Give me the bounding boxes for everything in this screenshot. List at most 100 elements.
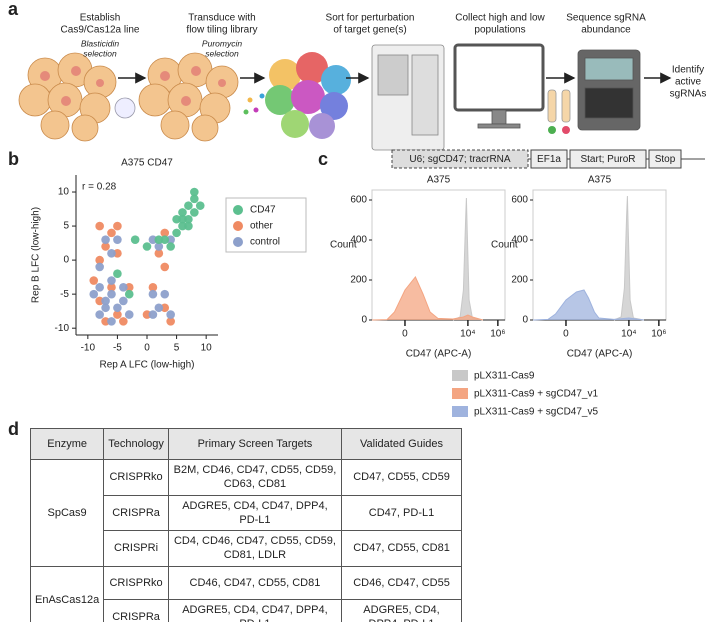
scatter-point bbox=[190, 194, 199, 204]
scatter-point bbox=[113, 303, 122, 313]
step-title: Collect high and low bbox=[455, 13, 545, 24]
scatter-point bbox=[148, 235, 158, 244]
scatter-point bbox=[154, 303, 164, 313]
scatter-point bbox=[101, 303, 110, 313]
table-cell: CRISPRko bbox=[103, 565, 169, 600]
x-tick-label: 0 bbox=[563, 329, 569, 340]
scatter-point bbox=[166, 242, 175, 251]
scatter-point bbox=[154, 248, 164, 258]
scatter-point bbox=[178, 208, 187, 217]
legend-label: control bbox=[250, 237, 280, 248]
enzyme-cell: SpCas9 bbox=[29, 459, 105, 567]
x-tick-label: 10⁶ bbox=[490, 329, 505, 340]
table-cell: CD4, CD46, CD47, CD55, CD59, CD81, LDLR bbox=[167, 530, 343, 567]
header-cell: Validated Guides bbox=[341, 428, 462, 460]
scatter-point bbox=[119, 283, 128, 292]
scatter-point bbox=[166, 310, 175, 319]
scatter-point bbox=[113, 221, 122, 231]
header-cell: Primary Screen Targets bbox=[167, 428, 343, 460]
x-axis-label: CD47 (APC-A) bbox=[406, 349, 472, 360]
step-title: active bbox=[675, 77, 702, 88]
scatter-point bbox=[101, 235, 110, 244]
step-title: of target gene(s) bbox=[333, 25, 406, 36]
scatter-point bbox=[95, 310, 104, 319]
legend-label: pLX311-Cas9 bbox=[474, 371, 535, 382]
scatter-point bbox=[95, 255, 104, 265]
table-cell: ADGRE5, CD4, DPP4, PD-L1 bbox=[341, 598, 462, 622]
y-axis-label: Count bbox=[491, 240, 518, 251]
header-cell: Enzyme bbox=[29, 428, 105, 460]
scatter-point bbox=[95, 262, 104, 272]
scatter-point bbox=[154, 235, 164, 244]
table-cell: CRISPRa bbox=[103, 598, 169, 622]
step-title: Cas9/Cas12a line bbox=[61, 25, 140, 36]
scatter-point bbox=[101, 317, 110, 326]
scatter-point bbox=[148, 289, 158, 299]
table-header-row: Enzyme Technology Primary Screen Targets Va… bbox=[29, 428, 462, 460]
table-row: SpCas9 CRISPRko B2M, CD46, CD47, CD55, CD5… bbox=[29, 459, 462, 567]
table-cell: ADGRE5, CD4, CD47, DPP4, PD-L1 bbox=[167, 494, 343, 532]
scatter-point bbox=[160, 262, 170, 272]
scatter-point bbox=[107, 228, 116, 238]
step-note: Puromycin bbox=[202, 38, 242, 48]
scatter-point bbox=[89, 276, 99, 285]
legend-marker bbox=[233, 237, 243, 247]
table-cell: CRISPRa bbox=[103, 494, 169, 532]
scatter-point bbox=[107, 276, 116, 285]
table-row: CRISPRa ADGRE5, CD4, CD47, DPP4, PD-L1 CD4… bbox=[31, 494, 462, 532]
scatter-point bbox=[172, 214, 181, 224]
legend-swatch bbox=[452, 370, 468, 381]
y-tick-label: 200 bbox=[350, 275, 367, 286]
scatter-point bbox=[95, 296, 104, 306]
chart-title: A375 bbox=[427, 175, 451, 186]
y-tick-label: 600 bbox=[511, 195, 528, 206]
scatter-point bbox=[184, 221, 193, 231]
scatter-point bbox=[89, 289, 99, 299]
scatter-point bbox=[148, 283, 158, 292]
scatter-point bbox=[113, 248, 122, 258]
construct-element bbox=[530, 149, 568, 169]
table-cell: CRISPRi bbox=[103, 530, 169, 567]
scatter-point bbox=[172, 228, 181, 238]
plot-frame bbox=[532, 189, 667, 321]
step-note: selection bbox=[83, 48, 117, 58]
construct-label: U6; sgCD47; tracrRNA bbox=[409, 154, 510, 165]
scatter-point bbox=[107, 248, 116, 258]
legend-swatch bbox=[452, 388, 468, 399]
scatter-point bbox=[107, 283, 116, 292]
panel-label: b bbox=[8, 149, 19, 169]
step-title: sgRNAs bbox=[670, 89, 707, 100]
step-title: Transduce with bbox=[188, 13, 255, 24]
scatter-point bbox=[113, 269, 122, 279]
legend-marker bbox=[233, 205, 243, 215]
x-axis-label: Rep A LFC (low-high) bbox=[99, 360, 194, 371]
scatter-point bbox=[160, 235, 170, 244]
panel-label: d bbox=[8, 419, 19, 439]
enzyme-cell: EnAsCas12a bbox=[29, 565, 105, 622]
table-cell: CRISPRko bbox=[103, 459, 169, 496]
table-cell: CD46, CD47, CD55, CD81 bbox=[167, 565, 343, 600]
y-tick-label: 0 bbox=[522, 315, 528, 326]
y-tick-label: 600 bbox=[350, 195, 367, 206]
y-tick-label: 200 bbox=[511, 275, 528, 286]
x-tick-label: -5 bbox=[113, 343, 122, 354]
construct-element bbox=[391, 149, 529, 169]
plot-frame bbox=[371, 189, 506, 321]
x-tick-label: 10 bbox=[201, 343, 213, 354]
y-tick-label: 10 bbox=[58, 187, 70, 198]
density-area bbox=[613, 195, 644, 321]
x-tick-label: 0 bbox=[402, 329, 408, 340]
construct-element bbox=[648, 149, 682, 169]
step-title: populations bbox=[474, 25, 525, 36]
y-tick-label: 0 bbox=[361, 315, 367, 326]
x-tick-label: 10⁴ bbox=[460, 329, 475, 340]
scatter-point bbox=[160, 289, 170, 299]
scatter-point bbox=[101, 296, 110, 306]
legend-label: other bbox=[250, 221, 273, 232]
density-area bbox=[452, 197, 483, 321]
table-cell: CD47, CD55, CD59 bbox=[341, 459, 462, 496]
y-tick-label: -5 bbox=[60, 289, 69, 300]
scatter-point bbox=[195, 201, 205, 210]
